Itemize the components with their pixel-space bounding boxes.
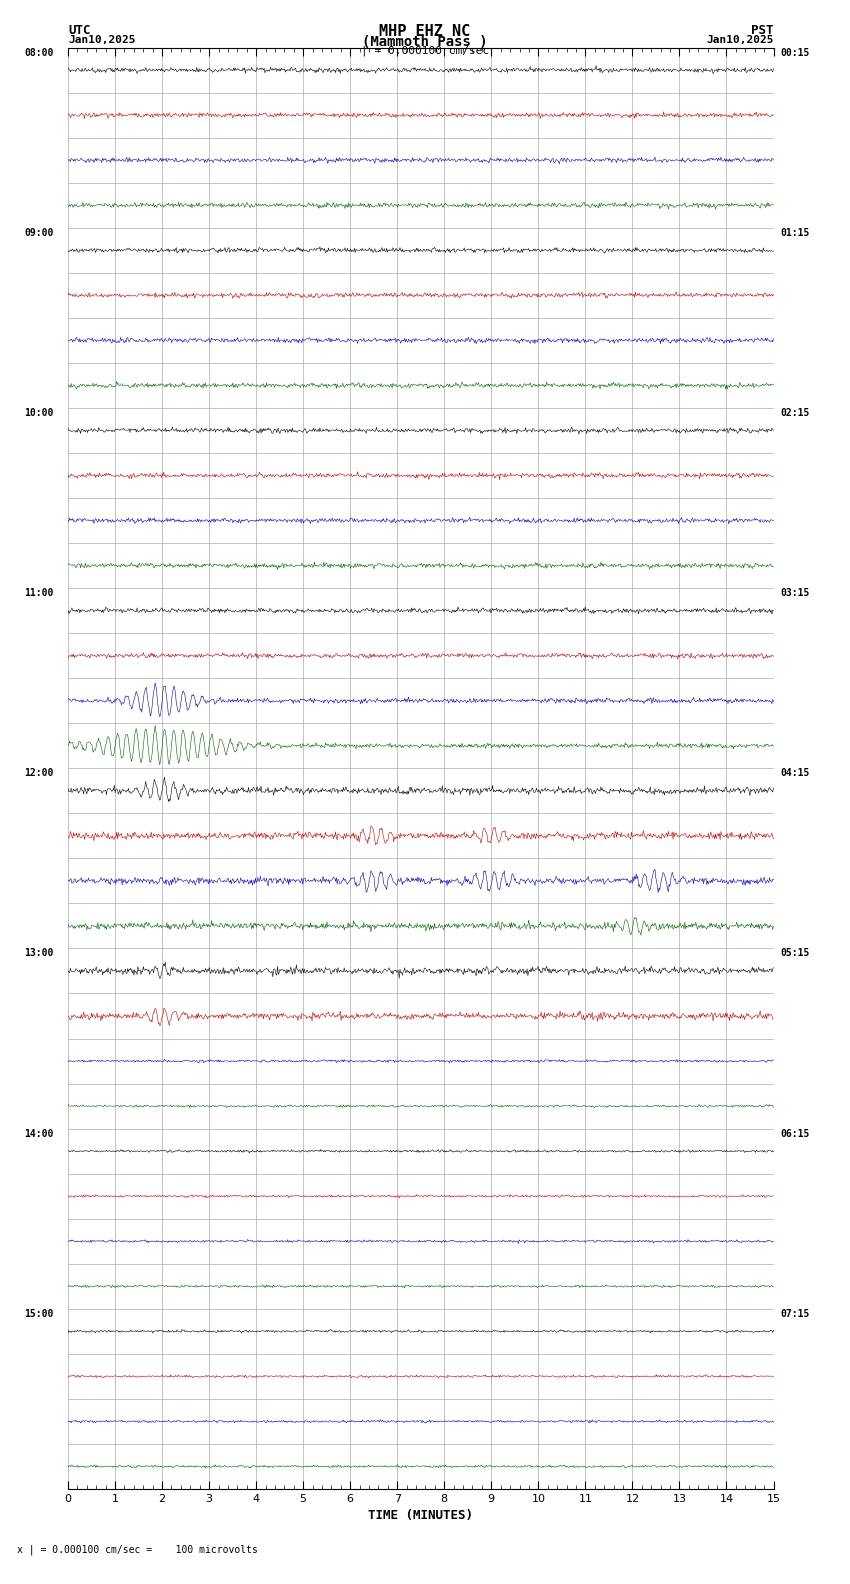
Text: 14:00: 14:00	[25, 1128, 54, 1139]
Text: Jan10,2025: Jan10,2025	[706, 35, 774, 44]
Text: PST: PST	[751, 24, 774, 36]
Text: 13:00: 13:00	[25, 949, 54, 958]
Text: 01:15: 01:15	[780, 228, 810, 238]
Text: 10:00: 10:00	[25, 407, 54, 418]
Text: (Mammoth Pass ): (Mammoth Pass )	[362, 35, 488, 49]
Text: Jan10,2025: Jan10,2025	[68, 35, 135, 44]
Text: 15:00: 15:00	[25, 1308, 54, 1319]
Text: 07:15: 07:15	[780, 1308, 810, 1319]
Text: 08:00: 08:00	[25, 48, 54, 57]
Text: 12:00: 12:00	[25, 768, 54, 778]
Text: 04:15: 04:15	[780, 768, 810, 778]
Text: 00:15: 00:15	[780, 48, 810, 57]
Text: 06:15: 06:15	[780, 1128, 810, 1139]
X-axis label: TIME (MINUTES): TIME (MINUTES)	[368, 1510, 473, 1522]
Text: 03:15: 03:15	[780, 588, 810, 599]
Text: UTC: UTC	[68, 24, 90, 36]
Text: 05:15: 05:15	[780, 949, 810, 958]
Text: 02:15: 02:15	[780, 407, 810, 418]
Text: 11:00: 11:00	[25, 588, 54, 599]
Text: x | = 0.000100 cm/sec =    100 microvolts: x | = 0.000100 cm/sec = 100 microvolts	[17, 1544, 258, 1555]
Text: 09:00: 09:00	[25, 228, 54, 238]
Text: MHP EHZ NC: MHP EHZ NC	[379, 24, 471, 38]
Text: | = 0.000100 cm/sec: | = 0.000100 cm/sec	[361, 46, 489, 57]
